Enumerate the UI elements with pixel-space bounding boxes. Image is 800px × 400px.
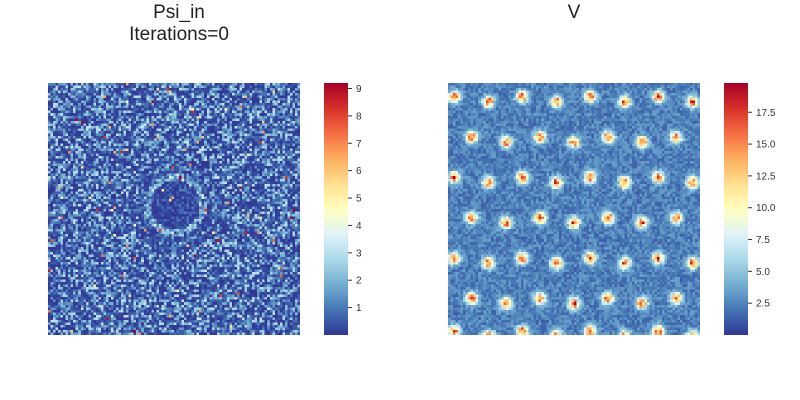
colorbar-tick-label: 12.5 xyxy=(756,171,776,182)
right-chart-title: V xyxy=(448,2,700,24)
colorbar-gradient xyxy=(324,83,348,335)
colorbar-tick-label: 2.5 xyxy=(756,299,770,310)
colorbar-tick-label: 8 xyxy=(356,111,362,122)
right-title-text: V xyxy=(567,2,581,23)
colorbar-tick-label: 5.0 xyxy=(756,267,770,278)
colorbar-gradient xyxy=(724,83,748,335)
colorbar-tick-label: 1 xyxy=(356,303,362,314)
colorbar-tick-label: 3 xyxy=(356,248,362,259)
colorbar-tick-label: 7.5 xyxy=(756,235,770,246)
colorbar-tick-label: 10.0 xyxy=(756,203,776,214)
psi-colorbar: 1 2 3 4 5 6 7 8 9 xyxy=(324,83,362,335)
colorbar-tick-label: 5 xyxy=(356,194,362,205)
colorbar-tick-label: 9 xyxy=(356,84,362,95)
v-colorbar: 2.5 5.0 7.5 10.0 12.5 15.0 17.5 xyxy=(724,83,776,335)
colorbar-tick-label: 7 xyxy=(356,139,362,150)
colorbar-tick-label: 4 xyxy=(356,221,362,232)
v-heatmap xyxy=(448,83,700,335)
colorbar-tick-label: 17.5 xyxy=(756,108,776,119)
colorbar-tick-label: 15.0 xyxy=(756,140,776,151)
left-title-text: Psi_in xyxy=(153,2,205,23)
psi-heatmap xyxy=(48,83,300,335)
left-subtitle-text: Iterations=0 xyxy=(129,24,229,45)
left-chart-title: Psi_in Iterations=0 xyxy=(48,2,310,46)
colorbar-tick-label: 6 xyxy=(356,166,362,177)
colorbar-tick-label: 2 xyxy=(356,276,362,287)
